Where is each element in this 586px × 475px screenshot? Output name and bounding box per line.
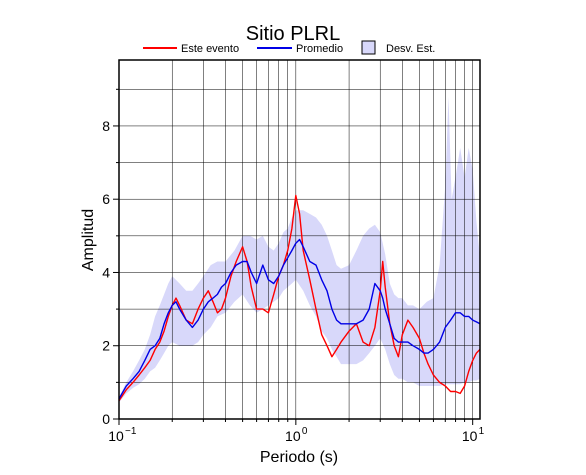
y-ticks: 0 2 4 6 8 xyxy=(102,88,119,427)
mean-series-line xyxy=(118,238,481,400)
plot-frame xyxy=(118,59,481,420)
legend-std-swatch xyxy=(361,40,376,55)
y-tick-label: 2 xyxy=(102,338,110,354)
x-ticks: 10 −1 10 0 10 1 xyxy=(108,419,485,444)
series-layer xyxy=(118,194,481,402)
x-tick-label: 10 xyxy=(108,428,124,444)
legend: Este evento Promedio Desv. Est. xyxy=(143,40,435,55)
x-axis-label: Periodo (s) xyxy=(260,449,338,466)
y-tick-label: 8 xyxy=(102,118,110,134)
x-tick-label: 10 xyxy=(462,428,478,444)
y-tick-label: 0 xyxy=(102,411,110,427)
legend-mean-label: Promedio xyxy=(296,43,343,55)
y-tick-label: 4 xyxy=(102,264,110,280)
legend-std-label: Desv. Est. xyxy=(386,43,435,55)
x-tick-exponent: −1 xyxy=(125,426,137,437)
chart-title: Sitio PLRL xyxy=(246,23,341,45)
x-tick-exponent: 0 xyxy=(302,426,308,437)
x-tick-label: 10 xyxy=(285,428,301,444)
y-axis-label: Amplitud xyxy=(80,209,97,271)
y-tick-label: 6 xyxy=(102,191,110,207)
x-tick-exponent: 1 xyxy=(479,426,485,437)
legend-event-label: Este evento xyxy=(181,43,239,55)
